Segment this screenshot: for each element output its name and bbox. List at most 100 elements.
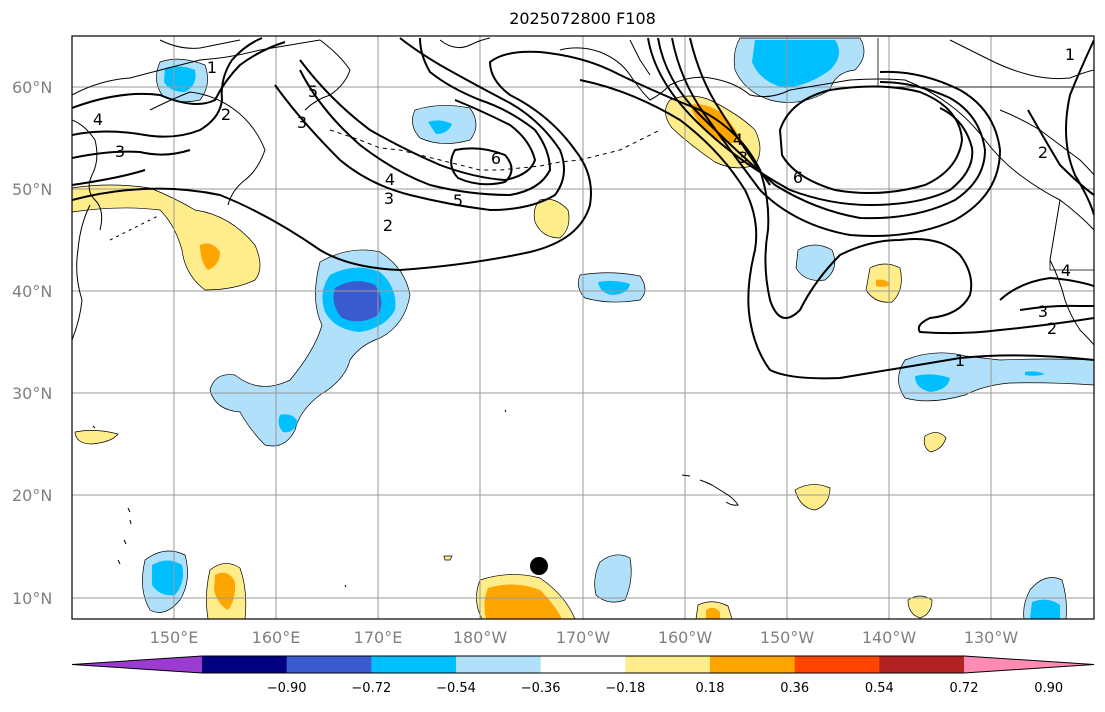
contour-1 xyxy=(1065,39,1094,216)
lat-label: 20°N xyxy=(12,486,52,505)
positive-anomaly-core xyxy=(484,584,562,619)
contour-label: 3 xyxy=(738,148,748,167)
lon-label: 160°E xyxy=(252,628,301,647)
colorbar-tick-label: −0.72 xyxy=(351,681,391,696)
lat-label: 60°N xyxy=(12,78,52,97)
colorbar: −0.90 −0.72 −0.54 −0.36 −0.18 0.18 0.36 0.54 0.7… xyxy=(71,655,1095,696)
contour-1 xyxy=(72,41,286,109)
colorbar-tick-label: −0.90 xyxy=(267,681,307,696)
colorbar-extend-low xyxy=(72,656,202,673)
contour-1 xyxy=(579,79,771,371)
negative-anomaly-core xyxy=(164,66,196,92)
lat-label: 30°N xyxy=(12,384,52,403)
contours xyxy=(72,37,1094,380)
contour-6 xyxy=(778,85,964,195)
colorbar-segment xyxy=(456,656,542,673)
contour-label: 4 xyxy=(93,110,103,129)
contour-1 xyxy=(769,354,1094,380)
contour-label: 2 xyxy=(1038,143,1048,162)
latitude-labels: 60°N 50°N 40°N 30°N 20°N 10°N xyxy=(12,78,52,608)
contour-5 xyxy=(299,59,537,182)
contour-label: 3 xyxy=(115,142,125,161)
colorbar-tick-label: 0.18 xyxy=(696,681,725,696)
contour-2 xyxy=(1027,109,1094,196)
lon-label: 180°W xyxy=(453,628,508,647)
contour-4 xyxy=(657,37,987,220)
colorbar-segment xyxy=(625,656,711,673)
contour-6 xyxy=(450,147,513,186)
positive-anomaly-core xyxy=(876,279,890,287)
contour-label: 6 xyxy=(793,168,803,187)
lon-label: 160°W xyxy=(658,628,713,647)
positive-anomaly-core xyxy=(200,243,220,270)
contour-label: 1 xyxy=(207,58,217,77)
colorbar-tick-label: −0.18 xyxy=(605,681,645,696)
contour-label: 6 xyxy=(491,149,501,168)
negative-anomaly-region xyxy=(594,554,632,603)
lon-label: 170°E xyxy=(354,628,403,647)
contour-label: 2 xyxy=(1047,319,1057,338)
positive-anomaly-region xyxy=(443,555,453,561)
contour-2 xyxy=(999,276,1094,301)
lat-label: 10°N xyxy=(12,589,52,608)
positive-anomaly-region xyxy=(533,198,570,239)
contour-label: 2 xyxy=(383,216,393,235)
contour-3 xyxy=(274,37,565,212)
contour-2 xyxy=(689,37,771,186)
contour-3 xyxy=(1019,304,1094,311)
contour-2 xyxy=(72,37,263,138)
contour-3 xyxy=(671,37,1002,237)
map-title: 2025072800 F108 xyxy=(509,9,656,28)
lat-label: 50°N xyxy=(12,180,52,199)
contour-label: 4 xyxy=(733,130,743,149)
contour-4 xyxy=(72,169,146,186)
map-border xyxy=(71,35,1095,620)
contour-label: 5 xyxy=(453,191,463,210)
colorbar-extend-high xyxy=(964,656,1094,673)
positive-anomaly-region xyxy=(923,432,947,453)
colorbar-tick-label: −0.54 xyxy=(436,681,476,696)
negative-anomaly-core xyxy=(915,374,950,392)
colorbar-segment xyxy=(794,656,880,673)
negative-anomaly-core xyxy=(428,120,452,134)
positive-anomaly-region xyxy=(907,595,933,619)
lon-label: 150°E xyxy=(150,628,199,647)
contour-labels: 1 2 3 4 3 5 2 3 4 5 6 4 3 6 1 3 2 2 1 4 xyxy=(93,45,1075,370)
colorbar-segment xyxy=(371,656,457,673)
contour-label: 4 xyxy=(385,170,395,189)
negative-anomaly-core xyxy=(752,40,839,88)
contour-4 xyxy=(299,37,552,197)
colorbar-segment xyxy=(286,656,372,673)
colorbar-segment xyxy=(202,656,288,673)
contour-label: 3 xyxy=(1038,302,1048,321)
contour-label: 5 xyxy=(308,82,318,101)
contour-label: 1 xyxy=(955,351,965,370)
storm-center-marker xyxy=(530,557,548,575)
positive-anomaly-region xyxy=(74,430,119,445)
colorbar-outline xyxy=(71,655,1095,674)
negative-anomaly-region xyxy=(795,244,836,281)
negative-anomaly-peak xyxy=(333,281,382,322)
negative-anomaly-core xyxy=(152,560,184,596)
positive-anomaly-core xyxy=(706,607,720,619)
positive-anomaly-region xyxy=(794,484,831,511)
contour-label: 1 xyxy=(1065,45,1075,64)
colorbar-tick-label: 0.72 xyxy=(950,681,979,696)
lat-label: 40°N xyxy=(12,282,52,301)
contour-label: 3 xyxy=(297,113,307,132)
contour-5 xyxy=(647,37,974,207)
contour-label: 2 xyxy=(221,105,231,124)
negative-anomaly-core xyxy=(1025,371,1045,376)
contour-3 xyxy=(72,149,191,159)
contour-label: 4 xyxy=(1061,261,1071,280)
colorbar-tick-label: 0.54 xyxy=(865,681,894,696)
colorbar-segment xyxy=(710,656,796,673)
contour-2 xyxy=(72,50,1094,335)
lon-label: 150°W xyxy=(760,628,815,647)
colorbar-tick-label: 0.90 xyxy=(1034,681,1063,696)
positive-anomaly-core xyxy=(690,104,740,144)
colorbar-tick-label: 0.36 xyxy=(780,681,809,696)
coastlines xyxy=(72,37,1094,588)
colorbar-segment xyxy=(879,656,965,673)
